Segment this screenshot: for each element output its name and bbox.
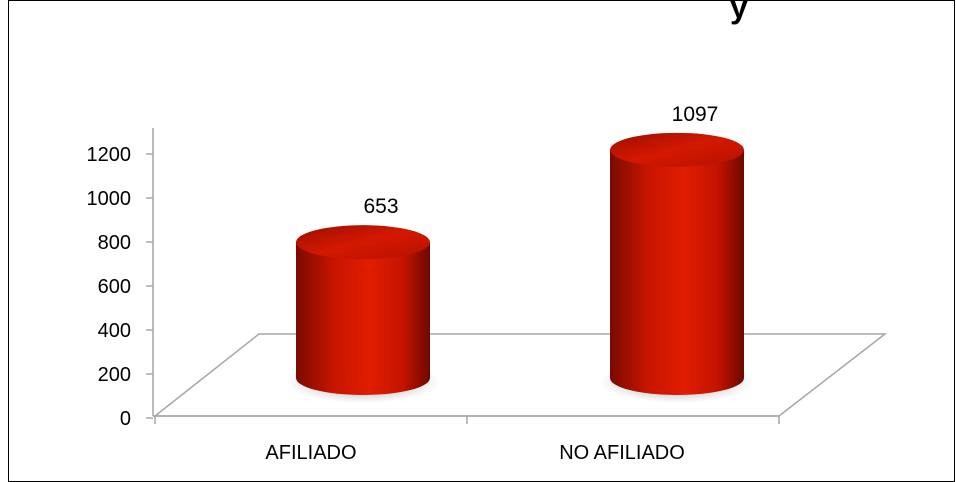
y-tick-label: 1200	[87, 144, 132, 166]
y-tick-label: 800	[98, 232, 131, 254]
bar-top	[610, 132, 744, 167]
y-tick-label: 200	[98, 364, 131, 386]
bar-body	[296, 242, 430, 395]
y-tick-label: 1000	[87, 188, 132, 210]
bar-no-afiliado: 1097	[600, 103, 754, 403]
data-label: 1097	[672, 103, 719, 126]
y-tick-label: 400	[98, 320, 131, 342]
floor-plane	[152, 333, 888, 417]
chart-title-fragment: y	[730, 0, 748, 25]
chart-frame	[8, 0, 955, 482]
category-labels: AFILIADO NO AFILIADO	[265, 442, 684, 464]
category-label: AFILIADO	[265, 442, 356, 464]
bar-body	[610, 149, 744, 395]
bars-group: 653 1097	[286, 103, 754, 403]
data-label: 653	[363, 195, 398, 218]
category-label: NO AFILIADO	[559, 442, 685, 464]
y-tick-group: 0 200 400 600 800 1000 1200	[87, 144, 153, 430]
bar-afiliado: 653	[286, 195, 440, 403]
y-tick-label: 0	[120, 408, 131, 430]
bar-top	[296, 225, 430, 260]
y-tick-label: 600	[98, 276, 131, 298]
